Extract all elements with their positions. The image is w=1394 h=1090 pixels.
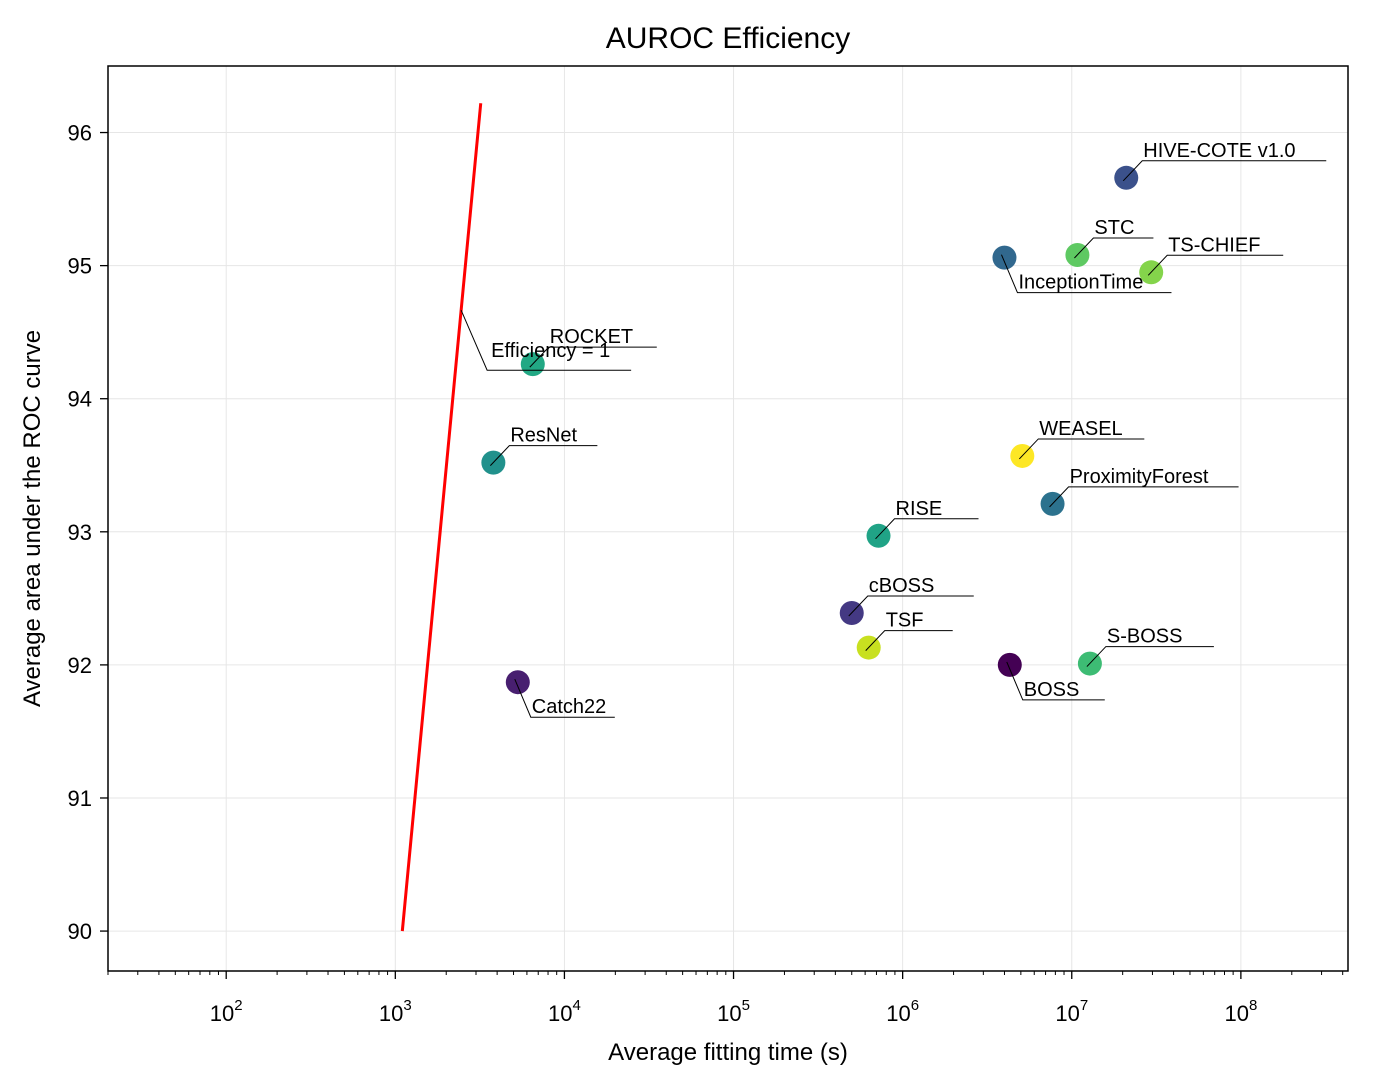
y-tick-label: 94 <box>68 387 92 412</box>
labels-layer: Efficiency = 1 HIVE-COTE v1.0 STC TS-CHIEF I… <box>460 140 1327 718</box>
label-leader <box>848 595 974 617</box>
y-axis-title: Average area under the ROC curve <box>19 330 46 707</box>
chart-title: AUROC Efficiency <box>606 22 851 55</box>
label-leader <box>1049 486 1239 508</box>
x-axis-title: Average fitting time (s) <box>608 1039 848 1066</box>
label-leader <box>1122 160 1327 182</box>
efficiency-line-leader <box>460 310 632 371</box>
point-label: S-BOSS <box>1107 626 1183 648</box>
point-label: ROCKET <box>550 326 633 348</box>
efficiency-line-label: Efficiency = 1 <box>491 340 610 362</box>
ticks: 102 103 104 105 106 107 108 90 91 92 93 94 95 96 <box>68 121 1344 1026</box>
label-leader <box>1147 254 1284 276</box>
x-tick-label: 102 <box>210 997 243 1026</box>
point-label: InceptionTime <box>1018 272 1143 294</box>
label-leader <box>514 679 615 718</box>
point-label: TSF <box>886 610 924 632</box>
scatter-point <box>992 245 1017 270</box>
plot-frame <box>107 65 1349 972</box>
x-tick-label: 103 <box>379 997 412 1026</box>
point-label: TS-CHIEF <box>1168 234 1260 256</box>
x-tick-label: 106 <box>886 997 919 1026</box>
x-tick-label: 108 <box>1224 997 1257 1026</box>
point-label: cBOSS <box>869 575 935 597</box>
point-label: Catch22 <box>532 696 607 718</box>
point-label: ResNet <box>510 425 577 447</box>
point-label: STC <box>1094 217 1134 239</box>
y-tick-label: 96 <box>68 121 92 146</box>
y-tick-label: 95 <box>68 254 92 279</box>
efficiency-line <box>400 103 483 932</box>
efficiency-line-layer <box>400 103 483 932</box>
label-leader <box>1074 237 1154 259</box>
x-tick-label: 104 <box>548 997 581 1026</box>
y-tick-label: 91 <box>68 786 92 811</box>
label-leader <box>1086 646 1214 667</box>
x-tick-label: 107 <box>1055 997 1088 1026</box>
label-leader <box>1018 438 1145 460</box>
label-leader <box>1006 661 1105 701</box>
y-tick-label: 92 <box>68 653 92 678</box>
y-tick-label: 93 <box>68 520 92 545</box>
scatter-point <box>997 652 1022 677</box>
scatter-point <box>505 670 530 695</box>
label-leader <box>875 518 979 540</box>
point-label: WEASEL <box>1039 418 1122 440</box>
y-tick-label: 90 <box>68 919 92 944</box>
label-leader <box>529 346 657 368</box>
point-label: BOSS <box>1024 679 1080 701</box>
point-label: RISE <box>896 498 943 520</box>
point-label: HIVE-COTE v1.0 <box>1143 140 1295 162</box>
grid <box>108 66 1348 971</box>
label-leader <box>865 630 953 651</box>
label-leader <box>490 445 598 466</box>
x-tick-label: 105 <box>717 997 750 1026</box>
label-leader <box>1001 254 1172 294</box>
point-label: ProximityForest <box>1070 466 1209 488</box>
